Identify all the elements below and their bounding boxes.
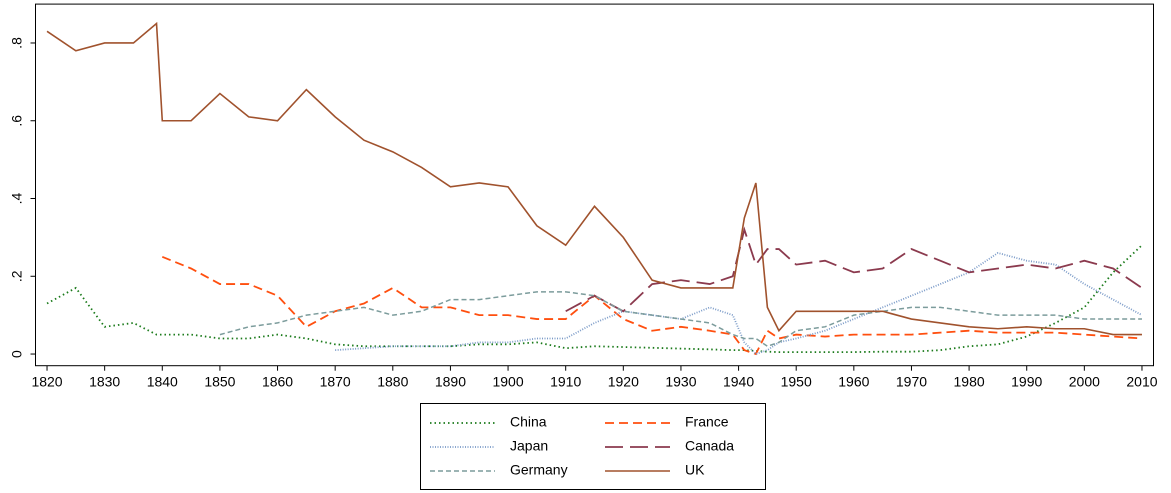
series-line	[219, 291, 1142, 348]
series-line	[46, 244, 1143, 353]
x-tick-label: 1850	[204, 373, 235, 389]
x-tick-label: 2010	[1126, 373, 1157, 389]
legend-label: Germany	[510, 462, 568, 478]
x-tick-label: 1860	[262, 373, 293, 389]
x-tick-label: 1930	[665, 373, 696, 389]
x-tick-label: 2000	[1069, 373, 1100, 389]
y-tick-label: .2	[9, 270, 25, 282]
legend-label: Japan	[510, 438, 548, 454]
y-tick-label: 0	[9, 350, 25, 358]
x-tick-label: 1990	[1011, 373, 1042, 389]
x-tick-label: 1980	[954, 373, 985, 389]
x-tick-label: 1880	[377, 373, 408, 389]
y-tick-label: .8	[9, 37, 25, 49]
legend-label: Canada	[685, 438, 734, 454]
legend-label: UK	[685, 462, 705, 478]
y-tick-label: .6	[9, 115, 25, 127]
series-line	[335, 251, 1143, 356]
y-tick-label: .4	[9, 192, 25, 204]
legend-label: France	[685, 414, 729, 430]
plot-frame	[35, 3, 1154, 367]
x-tick-label: 1950	[781, 373, 812, 389]
legend-label: China	[510, 414, 547, 430]
x-tick-label: 1920	[608, 373, 639, 389]
series-line	[46, 21, 1142, 336]
x-tick-label: 1910	[550, 373, 581, 389]
x-tick-label: 1820	[31, 373, 62, 389]
x-tick-label: 1840	[147, 373, 178, 389]
series-line	[565, 226, 1143, 313]
legend: China France Japan Canada Germany UK	[420, 403, 766, 490]
x-tick-label: 1900	[492, 373, 523, 389]
series-line	[161, 255, 1143, 356]
x-tick-label: 1890	[435, 373, 466, 389]
x-tick-label: 1940	[723, 373, 754, 389]
x-tick-label: 1830	[89, 373, 120, 389]
x-tick-label: 1870	[320, 373, 351, 389]
x-tick-label: 1970	[896, 373, 927, 389]
x-tick-label: 1960	[838, 373, 869, 389]
